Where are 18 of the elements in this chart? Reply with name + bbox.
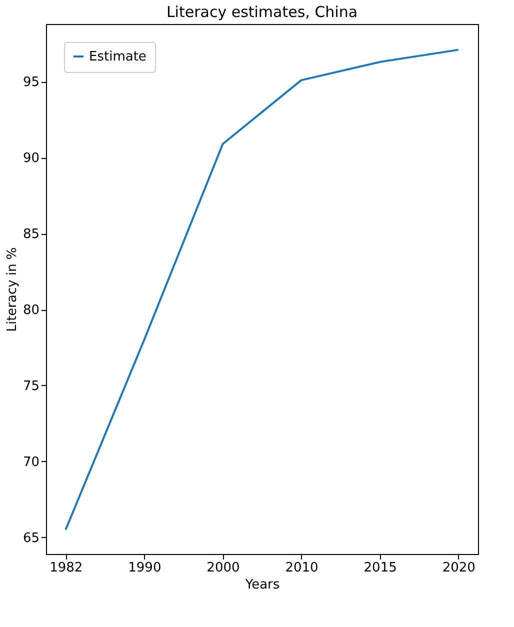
y-tick-label: 70 bbox=[22, 454, 40, 470]
y-tick-label: 90 bbox=[22, 151, 40, 166]
x-tick-label: 2020 bbox=[442, 560, 476, 576]
chart-title: Literacy estimates, China bbox=[166, 3, 358, 21]
y-tick-label: 80 bbox=[22, 303, 40, 318]
y-axis-title: Literacy in % bbox=[4, 247, 20, 332]
x-tick-label: 1982 bbox=[50, 560, 83, 576]
x-tick-label: 1990 bbox=[128, 560, 162, 576]
line-series bbox=[64, 48, 460, 531]
y-tick-label: 65 bbox=[22, 530, 40, 546]
legend-label: Estimate bbox=[89, 50, 146, 64]
y-tick-label: 95 bbox=[22, 75, 40, 90]
y-tick-label: 85 bbox=[22, 227, 40, 242]
x-tick-label: 2010 bbox=[285, 560, 318, 576]
x-axis-title: Years bbox=[244, 578, 280, 592]
x-tick-label: 2000 bbox=[206, 560, 240, 576]
x-tick-label: 2015 bbox=[364, 560, 397, 576]
y-tick-label: 75 bbox=[22, 378, 40, 394]
